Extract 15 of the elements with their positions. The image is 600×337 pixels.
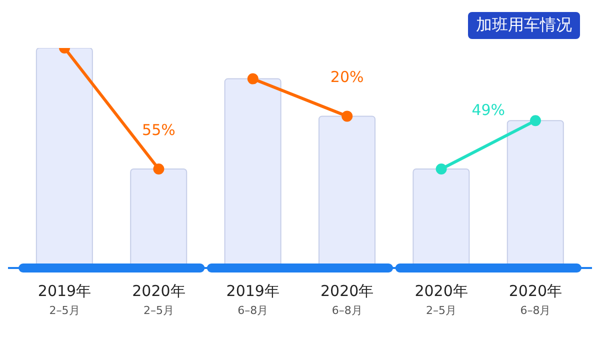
x-tick-label: 2020年 6–8月 bbox=[320, 282, 374, 317]
annotation: 49% bbox=[470, 100, 506, 119]
point bbox=[247, 73, 258, 84]
x-tick-label: 2020年 6–8月 bbox=[508, 282, 562, 317]
point bbox=[436, 164, 447, 174]
x-tick-label: 2019年 6–8月 bbox=[226, 282, 280, 317]
x-tick-label: 2019年 2–5月 bbox=[38, 282, 92, 317]
point bbox=[153, 164, 164, 174]
x-tick-label: 2020年 2–5月 bbox=[132, 282, 186, 317]
annotation: 20% bbox=[329, 68, 365, 86]
x-tick-label: 2020年 2–5月 bbox=[414, 282, 468, 317]
point bbox=[342, 110, 353, 122]
annotation: 55% bbox=[141, 121, 176, 139]
chart-title: 加班用车情况 bbox=[468, 12, 580, 39]
point bbox=[530, 115, 541, 126]
